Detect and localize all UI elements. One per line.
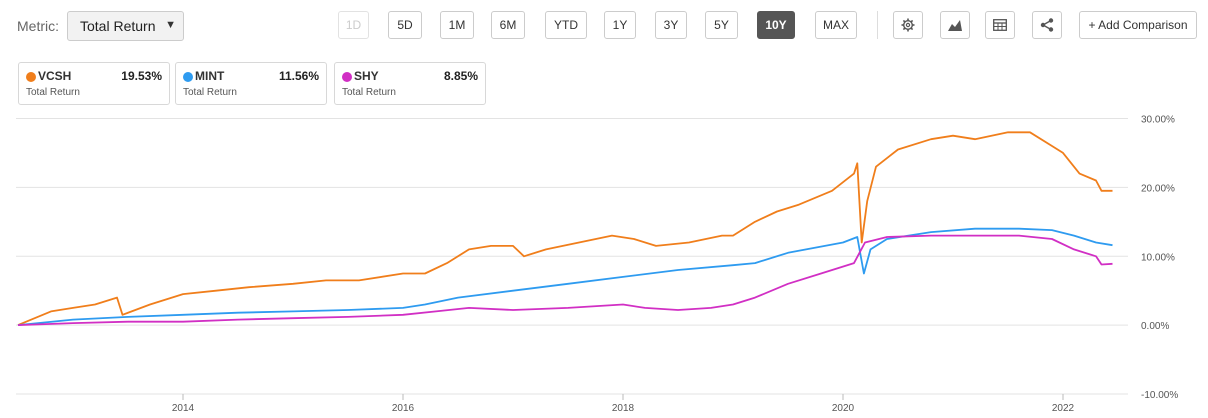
legend-value: 19.53% bbox=[121, 69, 162, 83]
range-button-5d[interactable]: 5D bbox=[388, 11, 422, 39]
series-line-mint bbox=[17, 227, 1113, 326]
gear-icon bbox=[901, 18, 915, 32]
table-icon bbox=[993, 19, 1007, 31]
metric-select[interactable]: Total Return ▼ bbox=[67, 11, 184, 41]
dropdown-arrow-icon: ▼ bbox=[165, 19, 176, 31]
series-color-dot bbox=[26, 72, 36, 82]
toolbar: Metric: Total Return ▼ 1D 5D 1M 6M YTD 1Y 3Y 5Y… bbox=[0, 0, 1208, 52]
y-tick-label: 0.00% bbox=[1141, 321, 1169, 332]
metric-select-value: Total Return bbox=[80, 18, 156, 34]
x-tick-label: 2018 bbox=[612, 403, 635, 414]
legend-card-vcsh[interactable]: VCSH 19.53% Total Return bbox=[18, 62, 170, 105]
add-comparison-button[interactable]: + Add Comparison bbox=[1079, 11, 1197, 39]
x-tick-label: 2016 bbox=[392, 403, 415, 414]
series-color-dot bbox=[342, 72, 352, 82]
legend-metric-label: Total Return bbox=[183, 87, 237, 98]
x-tick-label: 2022 bbox=[1052, 403, 1075, 414]
legend-ticker: MINT bbox=[195, 69, 225, 83]
range-button-1y[interactable]: 1Y bbox=[604, 11, 636, 39]
legend-ticker: SHY bbox=[354, 69, 379, 83]
range-button-10y[interactable]: 10Y bbox=[757, 11, 795, 39]
legend-value: 11.56% bbox=[278, 69, 319, 83]
legend-metric-label: Total Return bbox=[26, 87, 80, 98]
series-line-vcsh bbox=[17, 131, 1113, 326]
y-tick-label: 30.00% bbox=[1141, 115, 1175, 126]
x-tick-label: 2014 bbox=[172, 403, 195, 414]
legend-ticker: VCSH bbox=[38, 69, 72, 83]
series-line-shy bbox=[17, 234, 1113, 326]
y-tick-label: 20.00% bbox=[1141, 183, 1175, 194]
metric-label: Metric: bbox=[17, 18, 59, 34]
range-button-6m[interactable]: 6M bbox=[491, 11, 525, 39]
legend-card-shy[interactable]: SHY 8.85% Total Return bbox=[334, 62, 486, 105]
range-button-1m[interactable]: 1M bbox=[440, 11, 474, 39]
range-button-3y[interactable]: 3Y bbox=[655, 11, 687, 39]
share-button[interactable] bbox=[1032, 11, 1062, 39]
share-icon bbox=[1040, 18, 1054, 32]
legend-card-mint[interactable]: MINT 11.56% Total Return bbox=[175, 62, 327, 105]
x-tick-label: 2020 bbox=[832, 403, 855, 414]
y-tick-label: 10.00% bbox=[1141, 252, 1175, 263]
line-chart: 30.00% 20.00% 10.00% 0.00% -10.00% 2014 2016 2… bbox=[16, 115, 1178, 414]
range-button-max[interactable]: MAX bbox=[815, 11, 857, 39]
legend-value: 8.85% bbox=[443, 69, 478, 83]
chart-type-button[interactable] bbox=[940, 11, 970, 39]
y-tick-label: -10.00% bbox=[1141, 390, 1178, 401]
settings-button[interactable] bbox=[893, 11, 923, 39]
chart-type-icon bbox=[948, 20, 962, 31]
series-color-dot bbox=[183, 72, 193, 82]
table-view-button[interactable] bbox=[985, 11, 1015, 39]
range-button-5y[interactable]: 5Y bbox=[705, 11, 738, 39]
range-button-1d[interactable]: 1D bbox=[338, 11, 369, 39]
range-button-ytd[interactable]: YTD bbox=[545, 11, 587, 39]
toolbar-divider bbox=[877, 11, 878, 39]
legend-metric-label: Total Return bbox=[342, 87, 396, 98]
